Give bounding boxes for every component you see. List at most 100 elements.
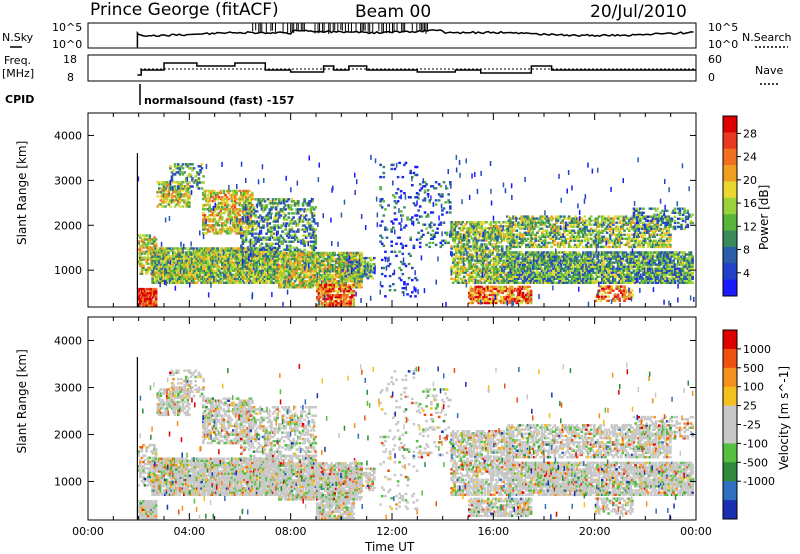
data-cell — [175, 171, 178, 174]
data-cell — [156, 195, 159, 198]
data-cell — [238, 199, 241, 203]
data-cell — [244, 220, 248, 223]
data-cell — [265, 254, 268, 258]
data-cell — [260, 247, 264, 250]
data-cell — [287, 280, 291, 283]
data-cell — [175, 181, 178, 184]
data-cell — [146, 287, 150, 291]
data-cell — [257, 202, 260, 205]
data-cell — [259, 275, 262, 278]
data-cell — [284, 240, 287, 243]
data-cell — [167, 195, 171, 198]
data-cell — [287, 248, 291, 251]
data-cell — [216, 193, 219, 197]
data-cell — [241, 254, 245, 258]
data-cell — [233, 216, 237, 219]
data-cell — [200, 255, 203, 258]
data-cell — [176, 267, 180, 270]
data-cell — [287, 240, 291, 243]
data-cell — [208, 247, 211, 250]
data-cell — [195, 251, 199, 254]
data-cell — [145, 300, 148, 303]
data-cell — [213, 199, 216, 203]
data-cell — [289, 263, 292, 267]
data-cell — [241, 273, 245, 276]
data-cell — [189, 185, 193, 188]
data-cell — [282, 218, 286, 221]
data-cell — [154, 273, 158, 276]
data-cell — [188, 203, 191, 206]
data-cell — [154, 300, 158, 303]
data-cell — [205, 216, 208, 219]
data-cell — [213, 251, 216, 254]
data-cell — [287, 259, 291, 263]
data-cell — [167, 277, 170, 280]
data-cell — [263, 253, 267, 256]
data-cell — [254, 216, 257, 219]
data-cell — [262, 251, 265, 254]
data-cell — [150, 242, 153, 245]
data-cell — [228, 208, 232, 211]
data-cell — [219, 201, 222, 205]
data-cell — [156, 275, 159, 278]
data-cell — [287, 276, 291, 279]
data-cell — [211, 271, 215, 274]
data-cell — [238, 257, 241, 260]
data-cell — [271, 200, 275, 203]
data-cell — [292, 267, 295, 271]
data-cell — [262, 226, 265, 229]
data-cell — [456, 275, 460, 278]
data-cell — [189, 173, 193, 176]
data-cell — [314, 280, 317, 283]
data-cell — [276, 259, 279, 262]
data-cell — [290, 261, 294, 265]
data-cell — [309, 212, 313, 215]
data-cell — [167, 265, 170, 268]
data-cell — [140, 262, 144, 265]
data-cell — [183, 263, 186, 266]
data-cell — [293, 280, 297, 283]
data-cell — [178, 195, 182, 198]
data-cell — [238, 255, 241, 258]
data-cell — [165, 181, 169, 184]
data-cell — [303, 286, 306, 289]
data-cell — [249, 210, 253, 213]
data-cell — [292, 270, 295, 273]
data-cell — [233, 206, 237, 209]
data-cell — [236, 249, 240, 252]
data-cell — [219, 189, 222, 193]
data-cell — [357, 269, 360, 272]
data-cell — [173, 265, 177, 268]
data-cell — [173, 273, 177, 276]
data-cell — [295, 246, 298, 249]
data-cell — [281, 253, 284, 257]
data-cell — [252, 267, 256, 270]
data-cell — [159, 269, 162, 272]
data-cell — [257, 224, 260, 227]
data-cell — [254, 263, 257, 266]
data-cell — [205, 257, 208, 260]
data-cell — [179, 269, 183, 272]
data-cell — [293, 234, 297, 237]
data-cell — [285, 200, 289, 203]
data-cell — [252, 271, 256, 274]
data-cell — [278, 244, 281, 247]
data-cell — [178, 263, 181, 266]
data-cell — [156, 279, 159, 282]
data-cell — [284, 270, 287, 273]
data-cell — [297, 238, 300, 241]
data-cell — [146, 304, 150, 307]
data-cell — [312, 208, 316, 211]
data-cell — [233, 203, 237, 207]
data-cell — [188, 205, 191, 208]
data-cell — [167, 187, 171, 190]
data-cell — [260, 250, 264, 253]
data-cell — [203, 247, 207, 250]
data-cell — [181, 185, 185, 188]
data-cell — [173, 205, 177, 208]
data-cell — [191, 179, 194, 182]
freq-tick-top: 18 — [63, 53, 77, 66]
data-cell — [274, 265, 278, 268]
data-cell — [184, 253, 188, 256]
data-cell — [137, 240, 140, 243]
